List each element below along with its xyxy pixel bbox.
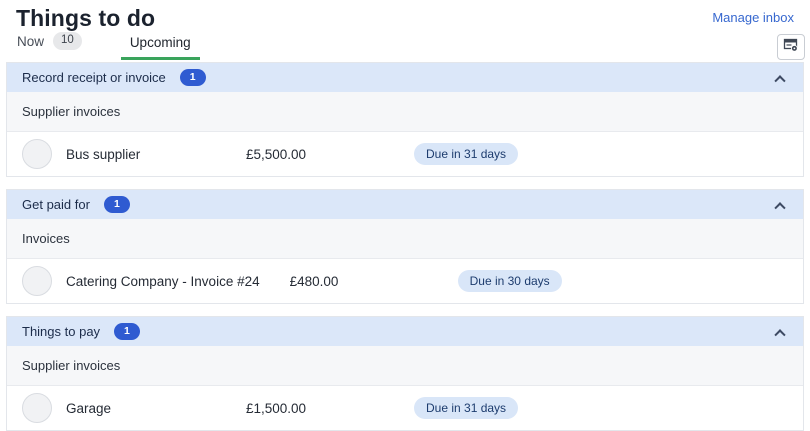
item-amount: £480.00 <box>289 273 339 289</box>
chevron-up-icon[interactable] <box>774 74 786 86</box>
chevron-up-icon[interactable] <box>774 328 786 340</box>
item-name: Garage <box>66 400 112 416</box>
table-row[interactable]: Garage £1,500.00 Due in 31 days <box>7 386 803 430</box>
item-name: Catering Company - Invoice #24 <box>66 273 260 289</box>
things-to-do-sections: Record receipt or invoice 1 Supplier inv… <box>6 62 804 431</box>
avatar <box>22 266 52 296</box>
tab-bar: Now 10 Upcoming <box>0 31 810 60</box>
count-badge: 1 <box>179 69 206 86</box>
list-settings-icon <box>783 37 799 58</box>
due-status-badge: Due in 31 days <box>414 397 519 419</box>
tab-now-label: Now <box>17 33 45 49</box>
avatar <box>22 139 52 169</box>
table-row[interactable]: Catering Company - Invoice #24 £480.00 D… <box>7 259 803 303</box>
due-status-badge: Due in 30 days <box>457 270 562 292</box>
item-name: Bus supplier <box>66 146 141 162</box>
section-title: Get paid for <box>22 197 90 212</box>
avatar <box>22 393 52 423</box>
count-badge: 1 <box>103 196 130 213</box>
count-badge: 1 <box>114 323 140 340</box>
chevron-up-icon[interactable] <box>774 201 786 213</box>
section-things-to-pay: Things to pay 1 Supplier invoices Garage… <box>6 316 804 431</box>
section-header[interactable]: Things to pay 1 <box>7 317 803 346</box>
section-title: Record receipt or invoice <box>22 70 166 85</box>
tab-upcoming-label: Upcoming <box>129 35 191 50</box>
section-header[interactable]: Get paid for 1 <box>7 190 803 219</box>
table-row[interactable]: Bus supplier £5,500.00 Due in 31 days <box>7 132 803 176</box>
group-header: Supplier invoices <box>7 92 803 132</box>
group-header: Invoices <box>7 219 803 259</box>
section-record-receipt-or-invoice: Record receipt or invoice 1 Supplier inv… <box>6 62 804 177</box>
section-header[interactable]: Record receipt or invoice 1 <box>7 63 803 92</box>
manage-inbox-link[interactable]: Manage inbox <box>712 10 794 25</box>
section-title: Things to pay <box>22 324 101 339</box>
page-title: Things to do <box>16 5 156 31</box>
item-amount: £1,500.00 <box>246 400 307 416</box>
due-status-badge: Due in 31 days <box>414 143 519 165</box>
tab-now-count-badge: 10 <box>53 32 82 50</box>
top-bar: Things to do Manage inbox <box>0 0 810 32</box>
customize-list-button[interactable] <box>777 34 805 60</box>
section-get-paid-for: Get paid for 1 Invoices Catering Company… <box>6 189 804 304</box>
item-amount: £5,500.00 <box>246 146 307 162</box>
tab-upcoming[interactable]: Upcoming <box>120 31 200 60</box>
tab-now[interactable]: Now 10 <box>8 28 91 60</box>
group-header: Supplier invoices <box>7 346 803 386</box>
